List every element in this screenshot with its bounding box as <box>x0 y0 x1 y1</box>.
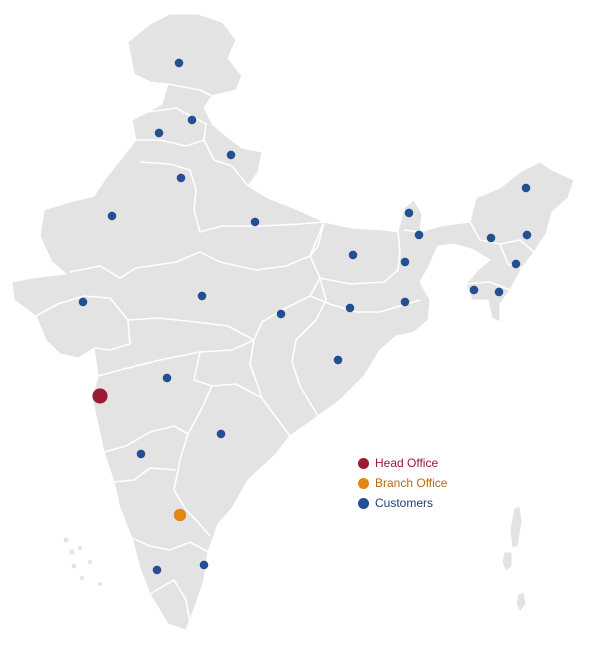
customer-marker <box>404 208 414 218</box>
customer-marker <box>494 287 504 297</box>
state-borders <box>35 83 535 625</box>
head-office-marker <box>92 388 108 404</box>
customer-marker <box>199 560 209 570</box>
customer-marker <box>521 183 531 193</box>
customer-marker <box>197 291 207 301</box>
customer-marker <box>469 285 479 295</box>
customer-marker <box>400 297 410 307</box>
customers-swatch <box>358 497 369 509</box>
customer-marker <box>400 257 410 267</box>
customer-marker <box>216 429 226 439</box>
andaman-islands <box>501 505 527 613</box>
customer-marker <box>414 230 424 240</box>
mainland-india <box>11 13 575 631</box>
legend-label-head-office: Head Office <box>375 456 439 470</box>
customer-marker <box>345 303 355 313</box>
customer-marker <box>136 449 146 459</box>
map-legend: Head Office Branch Office Customers <box>358 453 447 513</box>
customer-marker <box>333 355 343 365</box>
customer-marker <box>187 115 197 125</box>
markers-layer <box>78 58 532 575</box>
customer-marker <box>276 309 286 319</box>
customer-marker <box>162 373 172 383</box>
branch-office-marker <box>173 508 187 522</box>
customer-marker <box>486 233 496 243</box>
customer-marker <box>107 211 117 221</box>
customer-marker <box>152 565 162 575</box>
customer-marker <box>522 230 532 240</box>
customer-marker <box>174 58 184 68</box>
legend-item-branch-office: Branch Office <box>358 473 447 493</box>
branch-office-swatch <box>358 477 369 489</box>
customer-marker <box>250 217 260 227</box>
legend-label-customers: Customers <box>375 496 434 510</box>
legend-label-branch-office: Branch Office <box>375 476 448 490</box>
customer-marker <box>511 259 521 269</box>
head-office-swatch <box>358 457 369 469</box>
customer-marker <box>348 250 358 260</box>
customer-marker <box>154 128 164 138</box>
legend-item-head-office: Head Office <box>358 453 447 473</box>
customer-marker <box>78 297 88 307</box>
customer-marker <box>226 150 236 160</box>
legend-item-customers: Customers <box>358 493 447 513</box>
customer-marker <box>176 173 186 183</box>
lakshadweep-islands <box>63 537 102 586</box>
